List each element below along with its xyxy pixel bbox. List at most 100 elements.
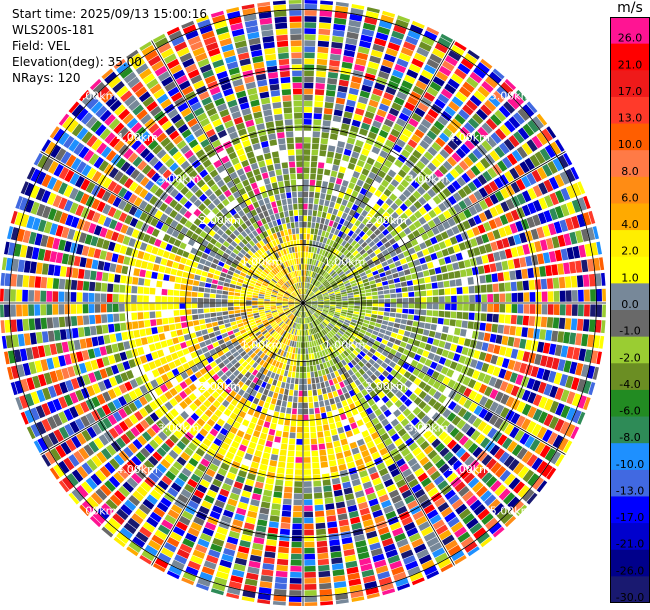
- range-gate: [314, 192, 320, 199]
- range-gate: [342, 305, 348, 308]
- range-gate: [303, 408, 309, 415]
- range-gate: [328, 346, 334, 353]
- range-gate: [468, 193, 478, 204]
- range-gate: [315, 266, 319, 273]
- range-gate: [152, 264, 160, 272]
- range-gate: [439, 149, 450, 159]
- range-gate: [34, 318, 42, 330]
- range-gate: [454, 481, 466, 493]
- range-gate: [240, 376, 248, 384]
- range-gate: [84, 234, 93, 245]
- range-gate: [294, 481, 303, 487]
- range-gate: [146, 335, 154, 344]
- range-gate: [337, 245, 344, 252]
- range-gate: [446, 123, 458, 134]
- range-gate: [235, 416, 244, 424]
- range-gate: [255, 371, 262, 379]
- range-gate: [383, 437, 393, 447]
- range-gate: [507, 496, 520, 510]
- range-gate: [316, 294, 323, 298]
- range-gate: [312, 462, 320, 469]
- range-gate: [80, 193, 90, 205]
- range-gate: [447, 401, 457, 411]
- range-gate: [168, 565, 183, 576]
- range-gate: [283, 317, 288, 322]
- range-gate: [531, 457, 543, 471]
- range-gate: [274, 582, 287, 590]
- range-gate: [265, 545, 277, 553]
- range-gate: [209, 484, 220, 493]
- range-gate: [451, 180, 462, 191]
- range-gate: [329, 322, 335, 328]
- range-gate: [246, 297, 252, 300]
- range-gate: [11, 334, 19, 348]
- range-gate: [310, 347, 314, 354]
- range-gate: [131, 455, 142, 467]
- range-gate: [192, 452, 202, 462]
- range-gate: [187, 359, 196, 368]
- range-gate: [558, 276, 566, 289]
- range-gate: [546, 467, 557, 480]
- range-gate: [274, 285, 281, 290]
- range-gate: [529, 292, 536, 302]
- range-gate: [37, 345, 46, 358]
- range-gate: [337, 140, 346, 148]
- range-gate: [348, 345, 355, 352]
- range-gate: [409, 204, 418, 213]
- range-gate: [384, 241, 392, 249]
- range-gate: [84, 269, 91, 280]
- range-gate: [303, 233, 307, 240]
- range-gate: [590, 304, 596, 317]
- range-gate: [408, 309, 415, 315]
- range-gate: [112, 184, 123, 195]
- range-gate: [483, 374, 492, 385]
- range-gate: [341, 291, 347, 295]
- range-gate: [210, 443, 220, 452]
- range-gate: [149, 439, 159, 450]
- range-gate: [378, 467, 389, 477]
- range-gate: [99, 368, 108, 379]
- range-gate: [323, 393, 329, 401]
- range-gate: [162, 233, 171, 242]
- range-gate: [309, 292, 314, 297]
- range-gate: [123, 256, 131, 265]
- range-gate: [341, 325, 347, 331]
- range-gate: [438, 340, 446, 348]
- range-gate: [303, 420, 309, 427]
- range-gate: [342, 277, 349, 283]
- range-gate: [376, 155, 386, 164]
- range-gate: [385, 510, 397, 520]
- range-gate: [249, 554, 262, 563]
- range-gate: [247, 566, 260, 575]
- range-gate: [595, 273, 602, 287]
- range-gate: [124, 381, 133, 392]
- range-gate: [367, 536, 380, 545]
- range-gate: [532, 185, 543, 198]
- range-gate: [312, 272, 317, 279]
- range-gate: [86, 458, 98, 471]
- range-gate: [319, 4, 333, 11]
- range-gate: [343, 424, 351, 432]
- range-gate: [426, 310, 433, 316]
- range-gate: [337, 230, 344, 238]
- range-gate: [345, 37, 358, 46]
- range-gate: [380, 324, 388, 330]
- range-gate: [411, 112, 422, 123]
- range-gate: [311, 259, 315, 265]
- range-gate: [118, 199, 127, 210]
- range-gate: [399, 394, 408, 403]
- range-gate: [477, 508, 490, 521]
- range-gate: [231, 486, 242, 495]
- range-gate: [181, 467, 192, 477]
- range-gate: [161, 223, 169, 233]
- range-gate: [477, 85, 490, 98]
- range-gate: [206, 356, 214, 364]
- range-gate: [455, 464, 467, 475]
- range-gate: [389, 288, 396, 294]
- range-gate: [64, 279, 72, 290]
- range-gate: [311, 297, 317, 301]
- range-gate: [353, 308, 360, 312]
- range-gate: [463, 472, 475, 484]
- range-gate: [480, 437, 491, 449]
- range-gate: [242, 344, 249, 350]
